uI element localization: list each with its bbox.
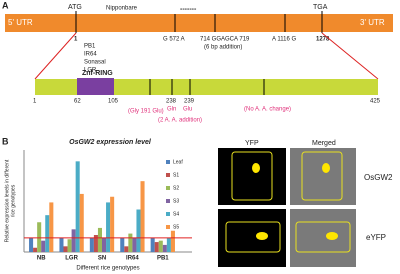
- variety: Sonasal: [84, 60, 106, 66]
- x-tick-label: LGR: [65, 256, 78, 262]
- x-axis-label: Different rice genotypes: [76, 266, 139, 272]
- bar: [49, 202, 54, 252]
- protein-ticks: [149, 79, 265, 95]
- bar: [45, 215, 50, 252]
- bar: [37, 222, 42, 252]
- bar: [59, 237, 64, 252]
- dashes: -------: [180, 6, 197, 13]
- x-tick-label: IR64: [126, 256, 139, 262]
- bar: [154, 242, 159, 252]
- panel-label: B: [2, 136, 9, 146]
- aa-change: Gln: [167, 107, 176, 113]
- bar: [89, 237, 94, 252]
- bar: [128, 233, 133, 252]
- bar: [71, 229, 76, 252]
- merged-image: [290, 209, 356, 267]
- position: 239: [184, 99, 195, 105]
- bar: [166, 237, 171, 252]
- bar: [170, 230, 175, 252]
- legend-swatch: [166, 225, 170, 229]
- legend-label: S5: [173, 224, 179, 230]
- legend-label: S4: [173, 211, 179, 217]
- x-tick-label: SN: [98, 256, 106, 262]
- position: 425: [370, 99, 381, 105]
- gene-bar: [5, 14, 393, 32]
- aa-change: (Gly 191 Glu): [128, 109, 164, 115]
- bar: [124, 246, 129, 252]
- bar: [67, 239, 72, 252]
- atg: ATG: [68, 4, 82, 11]
- bar: [120, 237, 125, 252]
- legend-label: S1: [173, 172, 179, 178]
- column-header: YFP: [245, 140, 259, 147]
- legend-swatch: [166, 160, 170, 164]
- yfp-image: [218, 148, 286, 205]
- zoom-line: [321, 32, 379, 80]
- y-axis-label: Relative expression levels in different: [4, 159, 10, 242]
- domain-box: [77, 78, 114, 95]
- bar: [33, 247, 38, 252]
- position: 238: [166, 99, 177, 105]
- bar: [102, 237, 107, 252]
- variety: PB1: [84, 44, 96, 50]
- utr3: 3' UTR: [360, 18, 385, 27]
- gene-ticks: [75, 11, 323, 33]
- row-label: eYFP: [366, 233, 386, 242]
- legend-swatch: [166, 186, 170, 190]
- utr5: 5' UTR: [8, 18, 33, 27]
- column-header: Merged: [312, 140, 336, 147]
- start: 1: [74, 37, 78, 43]
- bar: [41, 240, 46, 252]
- x-tick-label: NB: [37, 256, 46, 262]
- snp: G 572 A: [163, 37, 185, 43]
- position: 105: [108, 99, 119, 105]
- yfp-image: [218, 209, 286, 267]
- bar: [136, 209, 141, 252]
- y-axis-label: rice genotypes: [10, 184, 16, 217]
- insertion: 714 GGAGCA 719: [200, 37, 250, 43]
- bar: [158, 240, 163, 252]
- bar: [110, 196, 115, 252]
- panel-label: A: [2, 0, 9, 10]
- legend-swatch: [166, 199, 170, 203]
- tga: TGA: [313, 4, 328, 11]
- merged-image: [290, 148, 356, 205]
- snp: A 1116 G: [272, 37, 296, 43]
- row-label: OsGW2: [364, 173, 393, 182]
- bar: [106, 202, 111, 252]
- legend-swatch: [166, 212, 170, 216]
- cultivar: Nipponbare: [106, 6, 138, 12]
- variety: LGR: [84, 68, 97, 74]
- legend-label: S3: [173, 198, 179, 204]
- insertion-note: (6 bp addition): [204, 45, 242, 51]
- aa-change: (2 A. A. addition): [158, 118, 202, 124]
- end: 1278: [316, 37, 330, 43]
- zoom-line: [34, 32, 77, 80]
- bar: [63, 246, 68, 252]
- position: 1: [33, 99, 37, 105]
- aa-change: (No A. A. change): [244, 107, 291, 113]
- bar: [132, 237, 137, 252]
- bar: [97, 227, 102, 252]
- bar: [162, 244, 167, 252]
- aa-change: Glu: [183, 107, 192, 113]
- bar: [93, 235, 98, 252]
- domain-label: Znf-RING: [82, 70, 113, 77]
- chart-title: OsGW2 expression level: [69, 139, 152, 146]
- variety: IR64: [84, 52, 97, 58]
- bar: [29, 237, 34, 252]
- bar: [75, 161, 80, 252]
- protein-bar: [35, 79, 378, 95]
- position: 62: [74, 99, 81, 105]
- legend-label: S2: [173, 185, 179, 191]
- cell-outline: [225, 151, 351, 253]
- legend-swatch: [166, 173, 170, 177]
- x-tick-label: PB1: [157, 256, 169, 262]
- bar: [140, 181, 145, 252]
- bar: [79, 193, 84, 252]
- legend-label: Leaf: [173, 159, 183, 165]
- nucleus: [252, 163, 338, 240]
- bar: [150, 237, 155, 252]
